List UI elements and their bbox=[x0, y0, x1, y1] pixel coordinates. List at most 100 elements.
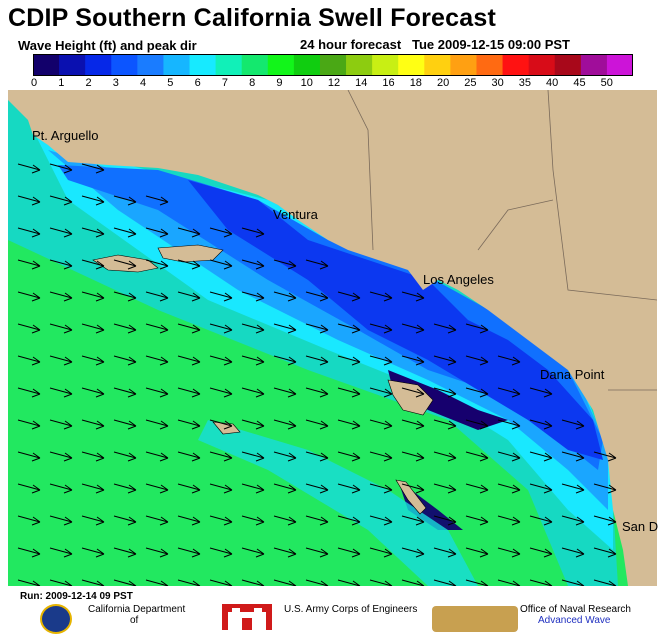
place-pt-arguello: Pt. Arguello bbox=[32, 128, 99, 143]
place-los-angeles: Los Angeles bbox=[423, 272, 494, 287]
direction-arrow bbox=[369, 515, 393, 526]
direction-arrow bbox=[145, 227, 169, 238]
direction-arrow bbox=[177, 483, 201, 494]
legend-swatch bbox=[424, 54, 451, 76]
legend-swatch bbox=[346, 54, 373, 76]
direction-arrow bbox=[177, 291, 201, 302]
direction-arrow bbox=[369, 547, 393, 558]
direction-arrow bbox=[273, 547, 297, 558]
direction-arrow bbox=[113, 547, 137, 558]
direction-arrow bbox=[369, 387, 393, 398]
direction-arrow bbox=[433, 387, 457, 398]
direction-arrow bbox=[17, 227, 41, 238]
color-legend-ticks: 0 1 2 3 4 5 6 7 8 9 10 12 14 16 18 20 25 30 35 40 45 50 bbox=[0, 77, 665, 91]
direction-arrow bbox=[49, 163, 73, 174]
direction-arrow bbox=[241, 579, 265, 586]
direction-arrow bbox=[177, 355, 201, 366]
direction-arrow bbox=[49, 323, 73, 334]
direction-arrow bbox=[209, 547, 233, 558]
direction-arrow bbox=[369, 291, 393, 302]
direction-arrow bbox=[81, 323, 105, 334]
legend-swatch bbox=[59, 54, 86, 76]
direction-arrow bbox=[209, 579, 233, 586]
direction-arrow bbox=[81, 387, 105, 398]
direction-arrow bbox=[337, 483, 361, 494]
legend-swatch bbox=[398, 54, 425, 76]
legend-tick-label: 35 bbox=[518, 77, 532, 89]
legend-swatch bbox=[554, 54, 582, 76]
legend-tick-label: 20 bbox=[436, 77, 450, 89]
direction-arrow bbox=[81, 547, 105, 558]
direction-arrow bbox=[497, 387, 521, 398]
direction-arrow bbox=[145, 515, 169, 526]
direction-arrow bbox=[49, 259, 73, 270]
island-catalina bbox=[387, 379, 434, 416]
direction-arrow bbox=[49, 387, 73, 398]
ocean-band-blue bbox=[58, 165, 603, 470]
direction-arrow bbox=[369, 483, 393, 494]
direction-arrow bbox=[305, 547, 329, 558]
direction-arrow bbox=[49, 451, 73, 462]
legend-swatch bbox=[85, 54, 112, 76]
direction-arrow bbox=[145, 451, 169, 462]
legend-tick-label: 1 bbox=[58, 77, 65, 89]
direction-arrow bbox=[593, 547, 617, 558]
direction-arrow bbox=[369, 451, 393, 462]
direction-arrow bbox=[145, 419, 169, 430]
direction-arrow bbox=[17, 547, 41, 558]
direction-arrow bbox=[49, 483, 73, 494]
direction-arrow bbox=[593, 579, 617, 586]
direction-arrow bbox=[401, 419, 425, 430]
swell-map bbox=[8, 90, 657, 586]
direction-arrow bbox=[561, 579, 585, 586]
direction-arrow bbox=[497, 483, 521, 494]
direction-arrow bbox=[209, 451, 233, 462]
direction-arrow bbox=[113, 227, 137, 238]
direction-arrow bbox=[305, 291, 329, 302]
direction-arrow bbox=[369, 579, 393, 586]
direction-arrow bbox=[17, 451, 41, 462]
direction-arrow bbox=[209, 387, 233, 398]
direction-arrow bbox=[49, 579, 73, 586]
direction-arrow bbox=[337, 355, 361, 366]
direction-arrow bbox=[177, 323, 201, 334]
direction-arrow bbox=[529, 547, 553, 558]
direction-arrow bbox=[81, 291, 105, 302]
direction-arrow bbox=[561, 451, 585, 462]
legend-tick-label: 9 bbox=[276, 77, 283, 89]
direction-arrow bbox=[337, 579, 361, 586]
legend-swatch bbox=[450, 54, 477, 76]
color-legend-bar bbox=[33, 54, 633, 76]
direction-arrow bbox=[17, 259, 41, 270]
direction-arrow bbox=[209, 515, 233, 526]
legend-swatch bbox=[606, 54, 633, 76]
direction-arrow bbox=[273, 419, 297, 430]
legend-swatch bbox=[580, 54, 608, 76]
direction-arrow bbox=[401, 323, 425, 334]
direction-arrow bbox=[241, 451, 265, 462]
direction-arrow bbox=[433, 355, 457, 366]
direction-arrow bbox=[81, 227, 105, 238]
direction-arrow bbox=[113, 387, 137, 398]
legend-swatch bbox=[33, 54, 60, 76]
direction-arrow bbox=[81, 259, 105, 270]
footer-org3: Office of Naval Research Advanced Wave bbox=[520, 604, 631, 626]
footer-org1: California Department of bbox=[88, 604, 186, 626]
direction-arrow bbox=[529, 387, 553, 398]
direction-arrow bbox=[81, 195, 105, 206]
direction-arrow bbox=[49, 195, 73, 206]
direction-arrow bbox=[81, 451, 105, 462]
direction-arrow bbox=[433, 451, 457, 462]
legend-tick-label: 6 bbox=[194, 77, 201, 89]
direction-arrow bbox=[433, 547, 457, 558]
direction-arrow bbox=[497, 579, 521, 586]
direction-arrow bbox=[113, 483, 137, 494]
direction-arrow bbox=[465, 579, 489, 586]
direction-arrow bbox=[337, 451, 361, 462]
direction-arrow bbox=[561, 547, 585, 558]
direction-arrow bbox=[177, 451, 201, 462]
direction-arrow bbox=[465, 515, 489, 526]
direction-arrow bbox=[17, 419, 41, 430]
direction-arrow bbox=[337, 323, 361, 334]
direction-arrow bbox=[369, 419, 393, 430]
